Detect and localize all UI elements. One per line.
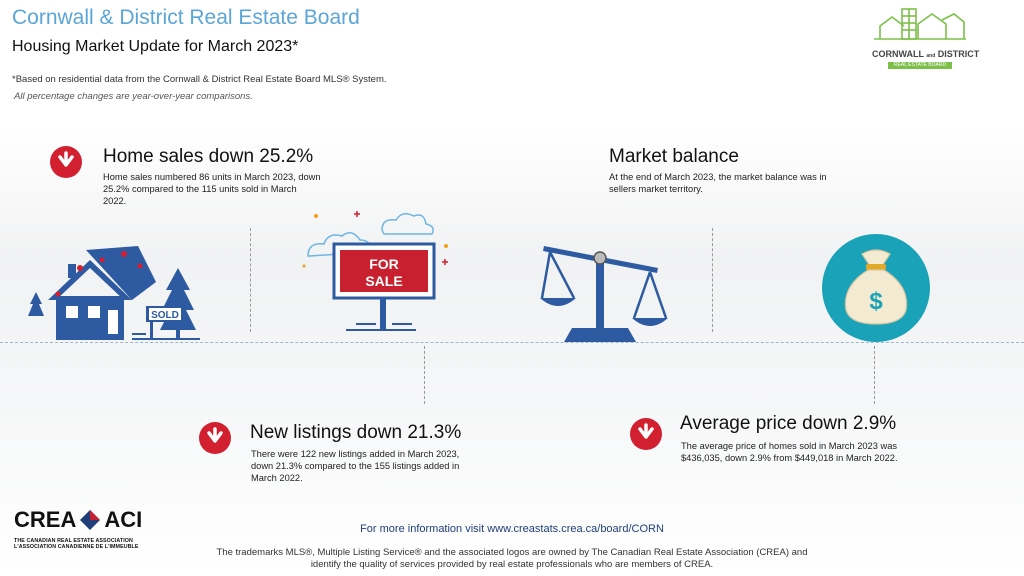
board-logo-tagline: REAL ESTATE BOARD xyxy=(888,62,952,69)
market-balance-text: At the end of March 2023, the market bal… xyxy=(609,172,827,194)
crea-name-fr: ACI xyxy=(104,507,143,532)
new-listings-text: There were 122 new listings added in Mar… xyxy=(251,449,460,483)
crea-full-en: THE CANADIAN REAL ESTATE ASSOCIATION xyxy=(14,538,133,544)
scale-icon xyxy=(536,238,672,342)
new-listings-heading: New listings down 21.3% xyxy=(250,422,462,443)
board-logo-text: CORNWALL and DISTRICT xyxy=(872,49,980,59)
yoy-note: All percentage changes are year-over-yea… xyxy=(14,91,253,102)
avg-price-text: The average price of homes sold in March… xyxy=(681,441,898,463)
divider xyxy=(712,228,713,332)
divider xyxy=(874,346,875,404)
board-logo: CORNWALL and DISTRICT REAL ESTATE BOARD xyxy=(872,6,980,69)
for-sale-line2: SALE xyxy=(365,273,402,289)
board-logo-buildings-icon xyxy=(874,8,966,40)
home-sales-heading: Home sales down 25.2% xyxy=(103,146,314,167)
divider xyxy=(250,228,251,332)
for-sale-line1: FOR xyxy=(369,256,399,272)
sold-sign-label: SOLD xyxy=(151,310,179,321)
avg-price-heading: Average price down 2.9% xyxy=(680,413,897,434)
report-subtitle: Housing Market Update for March 2023* xyxy=(12,38,299,55)
crea-diamond-icon xyxy=(80,510,101,530)
down-arrow-icon xyxy=(630,418,662,450)
timeline-line xyxy=(0,342,1024,343)
down-arrow-icon xyxy=(199,422,231,454)
down-arrow-icon xyxy=(50,146,82,178)
report-title: Cornwall & District Real Estate Board xyxy=(12,6,360,29)
divider xyxy=(424,346,425,404)
money-symbol: $ xyxy=(869,288,883,315)
market-balance-heading: Market balance xyxy=(609,146,739,167)
trademark-notice: The trademarks MLS®, Multiple Listing Se… xyxy=(0,547,1024,571)
for-sale-sign-illustration: FOR SALE xyxy=(296,206,464,336)
crea-logo: CREA ACI THE CANADIAN REAL ESTATE ASSOCI… xyxy=(14,506,174,558)
trademark-text: The trademarks MLS®, Multiple Listing Se… xyxy=(216,547,808,570)
home-sales-text: Home sales numbered 86 units in March 20… xyxy=(103,172,321,206)
crea-name-en: CREA xyxy=(14,507,77,532)
more-info-link[interactable]: For more information visit www.creastats… xyxy=(360,523,664,535)
source-note: *Based on residential data from the Corn… xyxy=(12,74,387,85)
crea-full-fr: L'ASSOCIATION CANADIENNE DE L'IMMEUBLE xyxy=(14,544,139,550)
money-bag-icon: $ xyxy=(822,234,930,342)
sold-house-illustration: SOLD xyxy=(28,238,200,344)
